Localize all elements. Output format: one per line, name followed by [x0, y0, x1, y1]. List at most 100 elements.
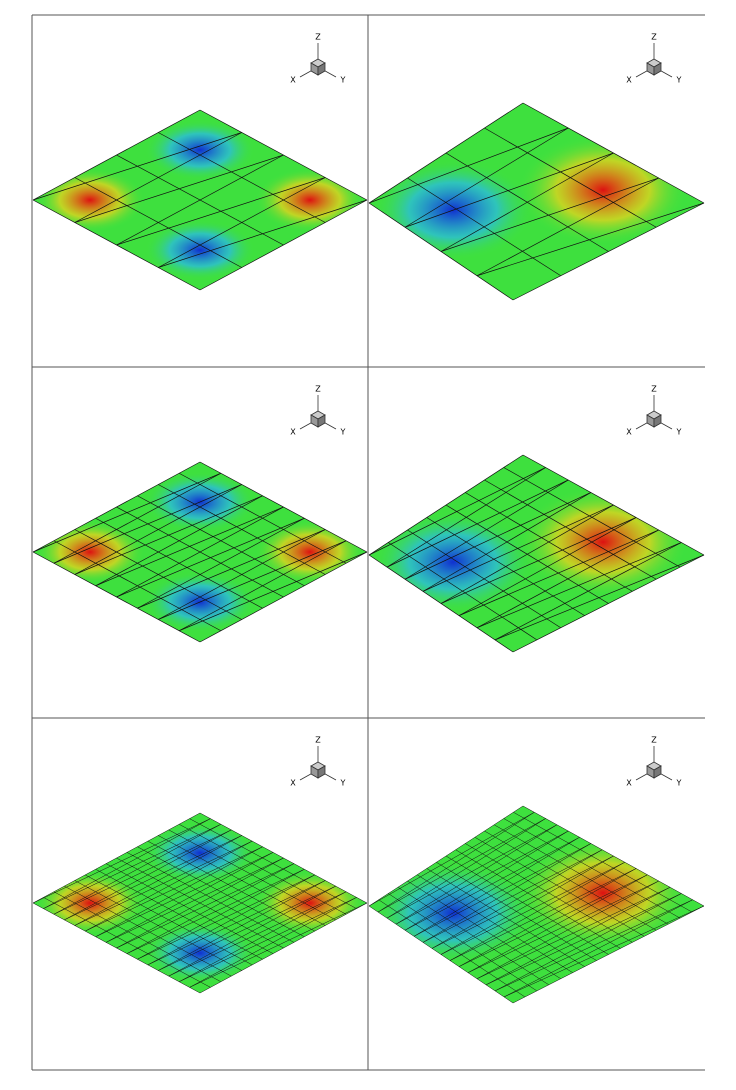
mesh-line: [503, 818, 681, 919]
axis-label: Z: [315, 33, 321, 42]
axis-triad: [299, 395, 337, 430]
mesh-line: [199, 199, 368, 291]
mesh-line: [126, 863, 295, 954]
mesh-line: [116, 177, 326, 246]
mesh-line: [199, 902, 368, 994]
mesh-line: [168, 885, 336, 977]
mesh-line: [485, 893, 682, 986]
axis-triad: [635, 395, 673, 430]
mesh: [368, 805, 705, 1004]
axis-label: Z: [651, 385, 657, 394]
cube-right: [653, 765, 662, 779]
cube-right: [653, 62, 662, 76]
mesh-line: [158, 529, 326, 620]
axis-label: Y: [340, 76, 346, 85]
mesh-line: [179, 824, 347, 915]
mesh-line: [158, 199, 368, 268]
cube-right: [317, 62, 326, 76]
mesh-line: [404, 837, 580, 931]
axis-triad: [635, 43, 673, 78]
mesh: [368, 454, 705, 653]
mesh-line: [503, 467, 681, 568]
color-blob: [255, 871, 365, 935]
mesh-line: [422, 504, 614, 592]
color-blob: [145, 220, 255, 280]
axis-label: Y: [340, 779, 346, 788]
mesh-line: [199, 109, 368, 201]
mesh-line: [168, 891, 347, 977]
panel: Z X Y: [368, 385, 705, 653]
mesh-line: [440, 855, 614, 955]
mesh-line: [137, 869, 305, 960]
mesh-line: [386, 479, 569, 568]
mesh-line: [449, 868, 637, 961]
cube-right: [653, 414, 662, 428]
mesh-line: [116, 154, 284, 246]
mesh-line: [422, 849, 603, 943]
mesh-line: [476, 529, 659, 629]
mesh-line: [158, 885, 336, 971]
mesh-line: [440, 862, 625, 955]
mesh-line: [512, 554, 705, 653]
mesh-line: [199, 461, 368, 553]
mesh-line: [377, 818, 546, 913]
axis-label: X: [290, 428, 296, 437]
axis-label: Y: [676, 428, 682, 437]
mesh-line: [455, 849, 621, 949]
mesh-line: [476, 202, 705, 277]
mesh-line: [158, 880, 326, 971]
mesh-line: [440, 504, 614, 604]
mesh-line: [116, 517, 305, 598]
mesh-line: [179, 897, 357, 982]
mesh-line: [147, 874, 315, 966]
axis-label: Z: [651, 33, 657, 42]
mesh-line: [126, 869, 305, 954]
mesh-line: [386, 824, 558, 919]
panel: Z X Y: [32, 385, 368, 643]
mesh-line: [458, 529, 659, 616]
mesh-line: [189, 897, 357, 988]
mesh-line: [116, 857, 284, 949]
mesh-line: [494, 899, 693, 992]
mesh-line: [476, 880, 659, 979]
mesh-line: [158, 835, 326, 926]
mesh-line: [368, 127, 569, 204]
mesh-line: [189, 902, 368, 988]
mesh-line: [513, 812, 693, 913]
mesh-line: [137, 495, 305, 587]
mesh-line: [467, 880, 659, 973]
mesh-line: [116, 506, 284, 598]
mesh-line: [137, 874, 315, 960]
mesh-line: [431, 855, 614, 949]
mesh: [368, 102, 705, 301]
mesh-line: [522, 102, 705, 204]
panel: Z X Y: [32, 33, 368, 291]
axis-label: X: [290, 779, 296, 788]
panel: Z X Y: [32, 736, 368, 994]
mesh-line: [199, 812, 368, 904]
mesh-line: [494, 542, 682, 641]
axis-label: X: [626, 428, 632, 437]
frame: [31, 14, 705, 1071]
mesh-line: [458, 868, 637, 967]
mesh-line: [512, 202, 705, 301]
mesh-line: [494, 893, 682, 992]
mesh: [32, 812, 368, 994]
mesh-line: [503, 899, 693, 998]
mesh-line: [484, 830, 657, 931]
mesh-line: [137, 517, 305, 609]
mesh-line: [158, 132, 326, 223]
mesh-line: [395, 830, 569, 925]
axis-label: Z: [651, 736, 657, 745]
mesh: [32, 461, 368, 643]
mesh-line: [413, 843, 591, 937]
mesh-line: [147, 840, 315, 932]
axis-label: Y: [676, 779, 682, 788]
color-blob: [518, 135, 688, 245]
mesh-line: [178, 540, 347, 632]
mesh-line: [494, 554, 705, 641]
mesh-line: [485, 887, 671, 986]
mesh-line: [158, 177, 326, 268]
mesh-line: [512, 905, 705, 1004]
